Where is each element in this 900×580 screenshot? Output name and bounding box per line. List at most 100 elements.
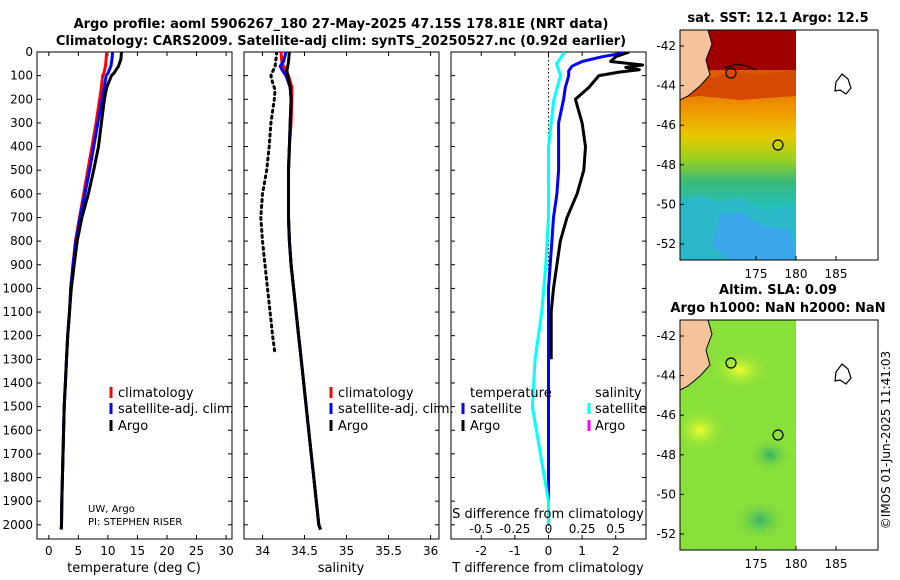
depth-tick-label: 2000: [2, 518, 33, 532]
salinity-plot-frame: [243, 51, 440, 540]
legend-label-s-argo: Argo: [595, 419, 625, 434]
depth-tick-label: 300: [10, 116, 33, 130]
difference-series: T satelliteT ArgoS satellite: [530, 52, 645, 525]
map-y-tick-label: -44: [656, 369, 676, 383]
legend-title-salinity: salinity: [595, 386, 642, 401]
map-y-tick-label: -44: [656, 79, 676, 93]
sla-low-anomaly: [732, 498, 788, 542]
map-x-tick-label: 185: [825, 557, 848, 571]
x-tick-label: 34: [255, 544, 270, 558]
map-y-tick-label: -50: [656, 487, 676, 501]
depth-axis: 0 100 200 300 400 500 600 700 800 900 1000 1100 1200…: [2, 45, 646, 532]
depth-tick-label: 500: [10, 163, 33, 177]
depth-tick-label: 700: [10, 210, 33, 224]
chatham-rise-contour: [723, 63, 757, 71]
map-y-tick-label: -42: [656, 329, 676, 343]
imos-watermark: ©IMOS 01-Jun-2025 11:41:03: [879, 351, 893, 529]
legend-label-s-satellite: satellite: [595, 402, 647, 417]
depth-tick-label: 1100: [2, 305, 33, 319]
series-line: T satellite: [547, 52, 630, 525]
previous-profile-marker: [725, 67, 737, 79]
depth-tick-label: 1300: [2, 352, 33, 366]
series-line: Argo: [59, 52, 123, 530]
x-tick-label: 10: [100, 544, 115, 558]
depth-tick-label: 1500: [2, 400, 33, 414]
legend-label-t-argo: Argo: [470, 419, 500, 434]
map-y-tick-label: -48: [656, 448, 676, 462]
depth-tick-label: 1200: [2, 329, 33, 343]
argo-profile-marker: [772, 139, 784, 151]
x-tick-label: -2: [475, 544, 487, 558]
sst-band: [680, 70, 796, 100]
salinity-difference-label: S difference from climatology: [452, 507, 644, 522]
pi-annotation-line2: PI: STEPHEN RISER: [88, 517, 182, 528]
new-zealand-land: [679, 29, 713, 101]
new-zealand-land: [679, 319, 713, 391]
temperature-legend: climatology satellite-adj. clim. Argo: [109, 386, 234, 434]
legend-label-argo: Argo: [118, 419, 148, 434]
depth-tick-label: 1400: [2, 376, 33, 390]
previous-profile-marker: [725, 357, 737, 369]
x-tick-label: 15: [130, 544, 145, 558]
figure-title-line2: Climatology: CARS2009. Satellite-adj cli…: [56, 34, 626, 49]
x-tick-label: 36: [423, 544, 438, 558]
legend-label-argo: Argo: [338, 419, 368, 434]
sla-map: [674, 319, 879, 551]
depth-tick-label: 1800: [2, 471, 33, 485]
x-tick-label: 20: [159, 544, 174, 558]
x-tick-label: 1: [578, 544, 586, 558]
legend-label-t-satellite: satellite: [470, 402, 522, 417]
argo-profile-marker: [772, 429, 784, 441]
map-x-tick-label: 180: [785, 557, 808, 571]
depth-tick-label: 400: [10, 140, 33, 154]
difference-xlabel: T difference from climatology: [451, 561, 644, 576]
sla-high-anomaly: [674, 408, 726, 452]
legend-label-satellite: satellite-adj. clim.: [338, 402, 454, 417]
sst-no-data: [796, 30, 878, 260]
sst-cold-patch: [712, 212, 796, 260]
legend-title-temperature: temperature: [470, 386, 552, 401]
depth-tick-label: 1700: [2, 447, 33, 461]
x-tick-label: 25: [189, 544, 204, 558]
sst-map-axes: 175 180 185 -42 -44 -46 -48 -50 -52: [656, 39, 847, 281]
x-tick-label: 0: [45, 544, 53, 558]
temperature-plot-frame: [36, 51, 233, 540]
sla-map-frame: [679, 319, 879, 551]
depth-tick-label: 600: [10, 187, 33, 201]
map-x-tick-label: 175: [745, 267, 768, 281]
map-y-tick-label: -46: [656, 118, 676, 132]
series-line: S satellite: [530, 52, 566, 525]
salinity-xlabel: salinity: [318, 561, 365, 576]
chatham-islands-outline: [834, 73, 852, 95]
series-line: Argo salinity (dotted): [259, 52, 279, 357]
map-y-tick-label: -42: [656, 39, 676, 53]
temperature-xlabel: temperature (deg C): [67, 561, 201, 576]
legend-label-climatology: climatology: [338, 386, 414, 401]
map-y-tick-label: -50: [656, 197, 676, 211]
sla-map-axes: 175 180 185 -42 -44 -46 -48 -50 -52: [656, 329, 847, 571]
salinity-x-axis: 34 34.5 35 35.5 36: [255, 52, 438, 558]
x-tick-label: 2: [612, 544, 620, 558]
depth-tick-label: 900: [10, 258, 33, 272]
depth-tick-label: 800: [10, 234, 33, 248]
x-tick-label: 35.5: [375, 544, 402, 558]
depth-tick-label: 0: [25, 45, 33, 59]
temperature-x-axis: 0 5 10 15 20 25 30: [45, 52, 234, 558]
sla-low-anomaly: [748, 437, 792, 473]
depth-tick-label: 1900: [2, 494, 33, 508]
x-tick-label: -1: [509, 544, 521, 558]
x-tick-label: 0: [545, 544, 553, 558]
sst-map: [679, 29, 879, 261]
depth-tick-label: 1600: [2, 423, 33, 437]
x-tick-label: 30: [218, 544, 233, 558]
salinity-difference-ticks: -0.5 -0.25 0 0.25 0.5: [470, 522, 626, 536]
difference-legend: temperature salinity satellite Argo sate…: [461, 386, 647, 434]
x-tick-label: 5: [75, 544, 83, 558]
legend-label-climatology: climatology: [118, 386, 194, 401]
map-x-tick-label: 175: [745, 557, 768, 571]
sla-map-title-line1: Altim. SLA: 0.09: [719, 283, 837, 298]
pi-annotation-line1: UW, Argo: [88, 504, 135, 515]
